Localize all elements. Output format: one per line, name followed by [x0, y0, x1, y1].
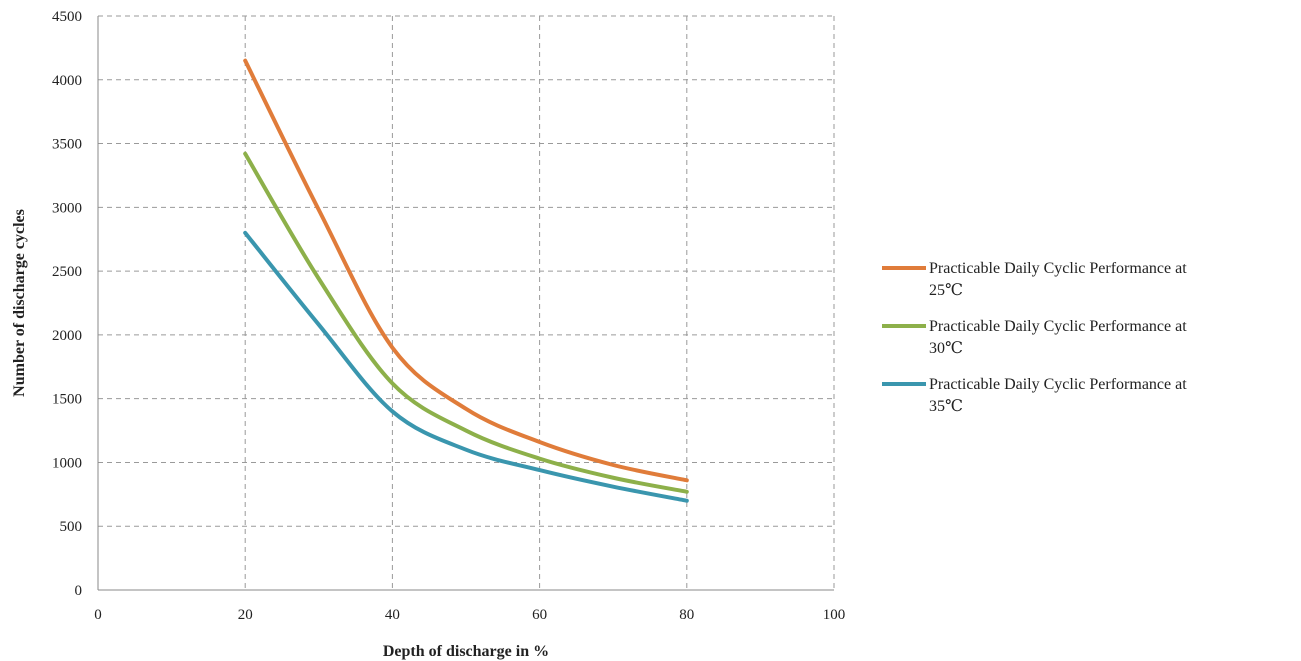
series-line-3: [243, 230, 689, 503]
y-tick-label: 3000: [52, 200, 82, 216]
series-lines: [243, 58, 689, 503]
legend: Practicable Daily Cyclic Performance at 2…: [882, 260, 1187, 415]
x-tick-label: 0: [94, 607, 102, 623]
x-tick-label: 40: [385, 607, 400, 623]
legend-label-line: Practicable Daily Cyclic Performance at: [929, 318, 1187, 335]
legend-label-1: Practicable Daily Cyclic Performance at 2…: [929, 260, 1187, 299]
axes: [97, 16, 834, 591]
y-tick-label: 3500: [52, 137, 82, 153]
y-tick-label: 500: [60, 519, 83, 535]
x-axis-title: Depth of discharge in %: [383, 643, 549, 660]
y-tick-label: 1000: [52, 455, 82, 471]
grid-lines: [98, 15, 835, 590]
legend-label-line: 35℃: [929, 398, 963, 415]
y-tick-label: 0: [75, 583, 83, 599]
x-tick-labels: 0 20 40 60 80 100: [94, 607, 845, 623]
legend-label-line: 30℃: [929, 340, 963, 357]
legend-label-line: Practicable Daily Cyclic Performance at: [929, 376, 1187, 393]
series-line-1: [243, 58, 689, 483]
legend-label-2: Practicable Daily Cyclic Performance at 3…: [929, 318, 1187, 357]
y-tick-label: 4500: [52, 9, 82, 25]
series-line-2: [243, 151, 689, 494]
legend-label-line: Practicable Daily Cyclic Performance at: [929, 260, 1187, 277]
y-tick-label: 1500: [52, 392, 82, 408]
y-tick-label: 2000: [52, 328, 82, 344]
legend-label-3: Practicable Daily Cyclic Performance at 3…: [929, 376, 1187, 415]
legend-label-line: 25℃: [929, 282, 963, 299]
y-axis-title: Number of discharge cycles: [11, 209, 28, 397]
y-tick-label: 2500: [52, 264, 82, 280]
y-tick-labels: 0 500 1000 1500 2000 2500 3000 3500 4000 4500: [52, 9, 82, 599]
x-tick-label: 20: [238, 607, 253, 623]
x-tick-label: 80: [679, 607, 694, 623]
x-tick-label: 100: [823, 607, 846, 623]
x-tick-label: 60: [532, 607, 547, 623]
y-tick-label: 4000: [52, 73, 82, 89]
